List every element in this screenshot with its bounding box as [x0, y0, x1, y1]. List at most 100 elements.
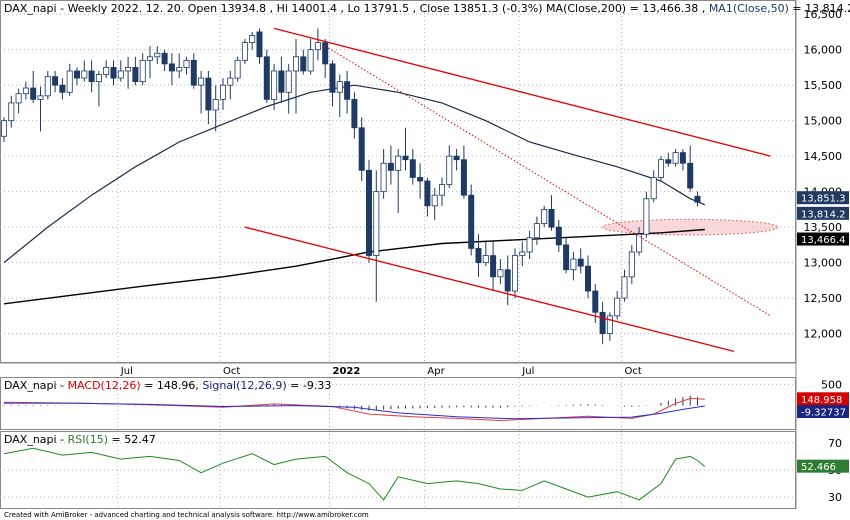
candle-body	[687, 162, 694, 189]
price-tick-label: 14,500	[804, 150, 843, 163]
candle-body	[351, 98, 358, 129]
candle-body	[234, 59, 241, 79]
candle-body	[636, 233, 643, 253]
candle-body	[271, 70, 278, 100]
time-tick-label: Jul	[120, 366, 133, 377]
rsi-tick-label: 30	[828, 491, 842, 504]
candle-body	[88, 70, 95, 83]
candle-body	[314, 42, 321, 51]
candle-body	[358, 127, 365, 171]
candle-body	[526, 237, 533, 253]
candle-body	[380, 162, 387, 193]
candle-body	[44, 76, 51, 97]
candle-body	[650, 177, 657, 200]
ma50-line	[3, 84, 706, 264]
time-tick-label: Jul	[521, 366, 534, 377]
axis-layer: 12,00012,50013,00013,50014,00014,50015,0…	[120, 8, 849, 504]
price-value-tag: 13,851.3	[801, 194, 846, 205]
candle-body	[66, 70, 73, 93]
candle-body	[512, 255, 519, 292]
candle-body	[475, 248, 482, 264]
macd-value-tag-bg	[797, 392, 849, 406]
candle-body	[344, 81, 351, 100]
price-tick-label: 12,500	[804, 292, 843, 305]
price-tick-label: 12,000	[804, 328, 843, 341]
candle-body	[373, 191, 380, 256]
candle-body	[285, 70, 292, 93]
candle-body	[132, 67, 139, 83]
candle-body	[431, 194, 438, 207]
candle-body	[409, 159, 416, 178]
macd-value-tag: -9.32737	[801, 408, 846, 419]
candle-body	[292, 56, 299, 72]
candle-body	[395, 155, 402, 171]
candle-body	[672, 152, 679, 164]
candle-body	[599, 311, 606, 335]
candle-body	[256, 31, 263, 58]
time-tick-label: Apr	[427, 366, 445, 377]
candle-body	[300, 56, 307, 72]
candle-body	[585, 265, 592, 292]
candle-body	[482, 255, 489, 264]
rsi-value-tag: 52.466	[801, 462, 836, 473]
candle-body	[103, 67, 110, 75]
candle-body	[52, 76, 59, 86]
candle-body	[95, 74, 102, 83]
candle-body	[161, 52, 168, 65]
rsi-header: DAX_napi - RSI(15) = 52.47	[4, 433, 156, 446]
candle-body	[8, 102, 15, 122]
candle-body	[643, 198, 650, 235]
candle-body	[563, 244, 570, 271]
macd-line	[3, 397, 705, 422]
macd-layer	[3, 395, 705, 422]
channel-trendline	[244, 226, 735, 352]
candle-body	[577, 258, 584, 267]
candle-body	[438, 184, 445, 196]
rsi-layer	[3, 447, 706, 501]
candle-body	[198, 77, 205, 86]
price-tick-label: 15,000	[804, 115, 843, 128]
candle-body	[402, 155, 409, 161]
macd-value-tag-bg	[797, 405, 849, 419]
candle-body	[533, 223, 540, 239]
candle-body	[212, 98, 219, 111]
footer-credit: Created with AmiBroker - advanced charti…	[4, 511, 369, 519]
candle-body	[307, 49, 314, 72]
price-value-tag: 13,814.2	[801, 209, 846, 220]
candle-body	[22, 87, 29, 95]
candle-body	[658, 159, 665, 178]
dotted-trendline	[324, 45, 771, 317]
candle-body	[81, 70, 88, 79]
candle-body	[139, 59, 146, 83]
candle-body	[110, 67, 117, 79]
candle-body	[168, 63, 175, 72]
candle-body	[183, 59, 190, 68]
candle-body	[519, 251, 526, 256]
candle-body	[460, 159, 467, 196]
candle-body	[548, 208, 555, 228]
candle-body	[541, 208, 548, 224]
candle-body	[628, 251, 635, 278]
candle-body	[365, 169, 372, 256]
time-tick-label: Oct	[223, 366, 240, 377]
macd-tick-label: 500	[821, 378, 842, 391]
candle-body	[30, 87, 37, 100]
candle-body	[74, 70, 81, 79]
candle-body	[555, 226, 562, 246]
candle-body	[446, 155, 453, 185]
price-tick-label: 13,000	[804, 257, 843, 270]
candle-body	[570, 258, 577, 271]
price-header: DAX_napi - Weekly 2022. 12. 20. Open 139…	[4, 2, 850, 15]
price-tick-label: 16,500	[804, 8, 843, 21]
candle-body	[592, 290, 599, 313]
candle-body	[176, 67, 183, 72]
channel-trendline	[273, 27, 771, 157]
rsi-value-tag-bg	[797, 459, 849, 473]
candle-body	[490, 255, 497, 278]
support-zone-ellipse	[602, 218, 779, 236]
price-value-tag-bg	[797, 232, 849, 246]
candle-body	[417, 177, 424, 182]
candle-body	[190, 59, 197, 86]
candle-body	[219, 84, 226, 100]
